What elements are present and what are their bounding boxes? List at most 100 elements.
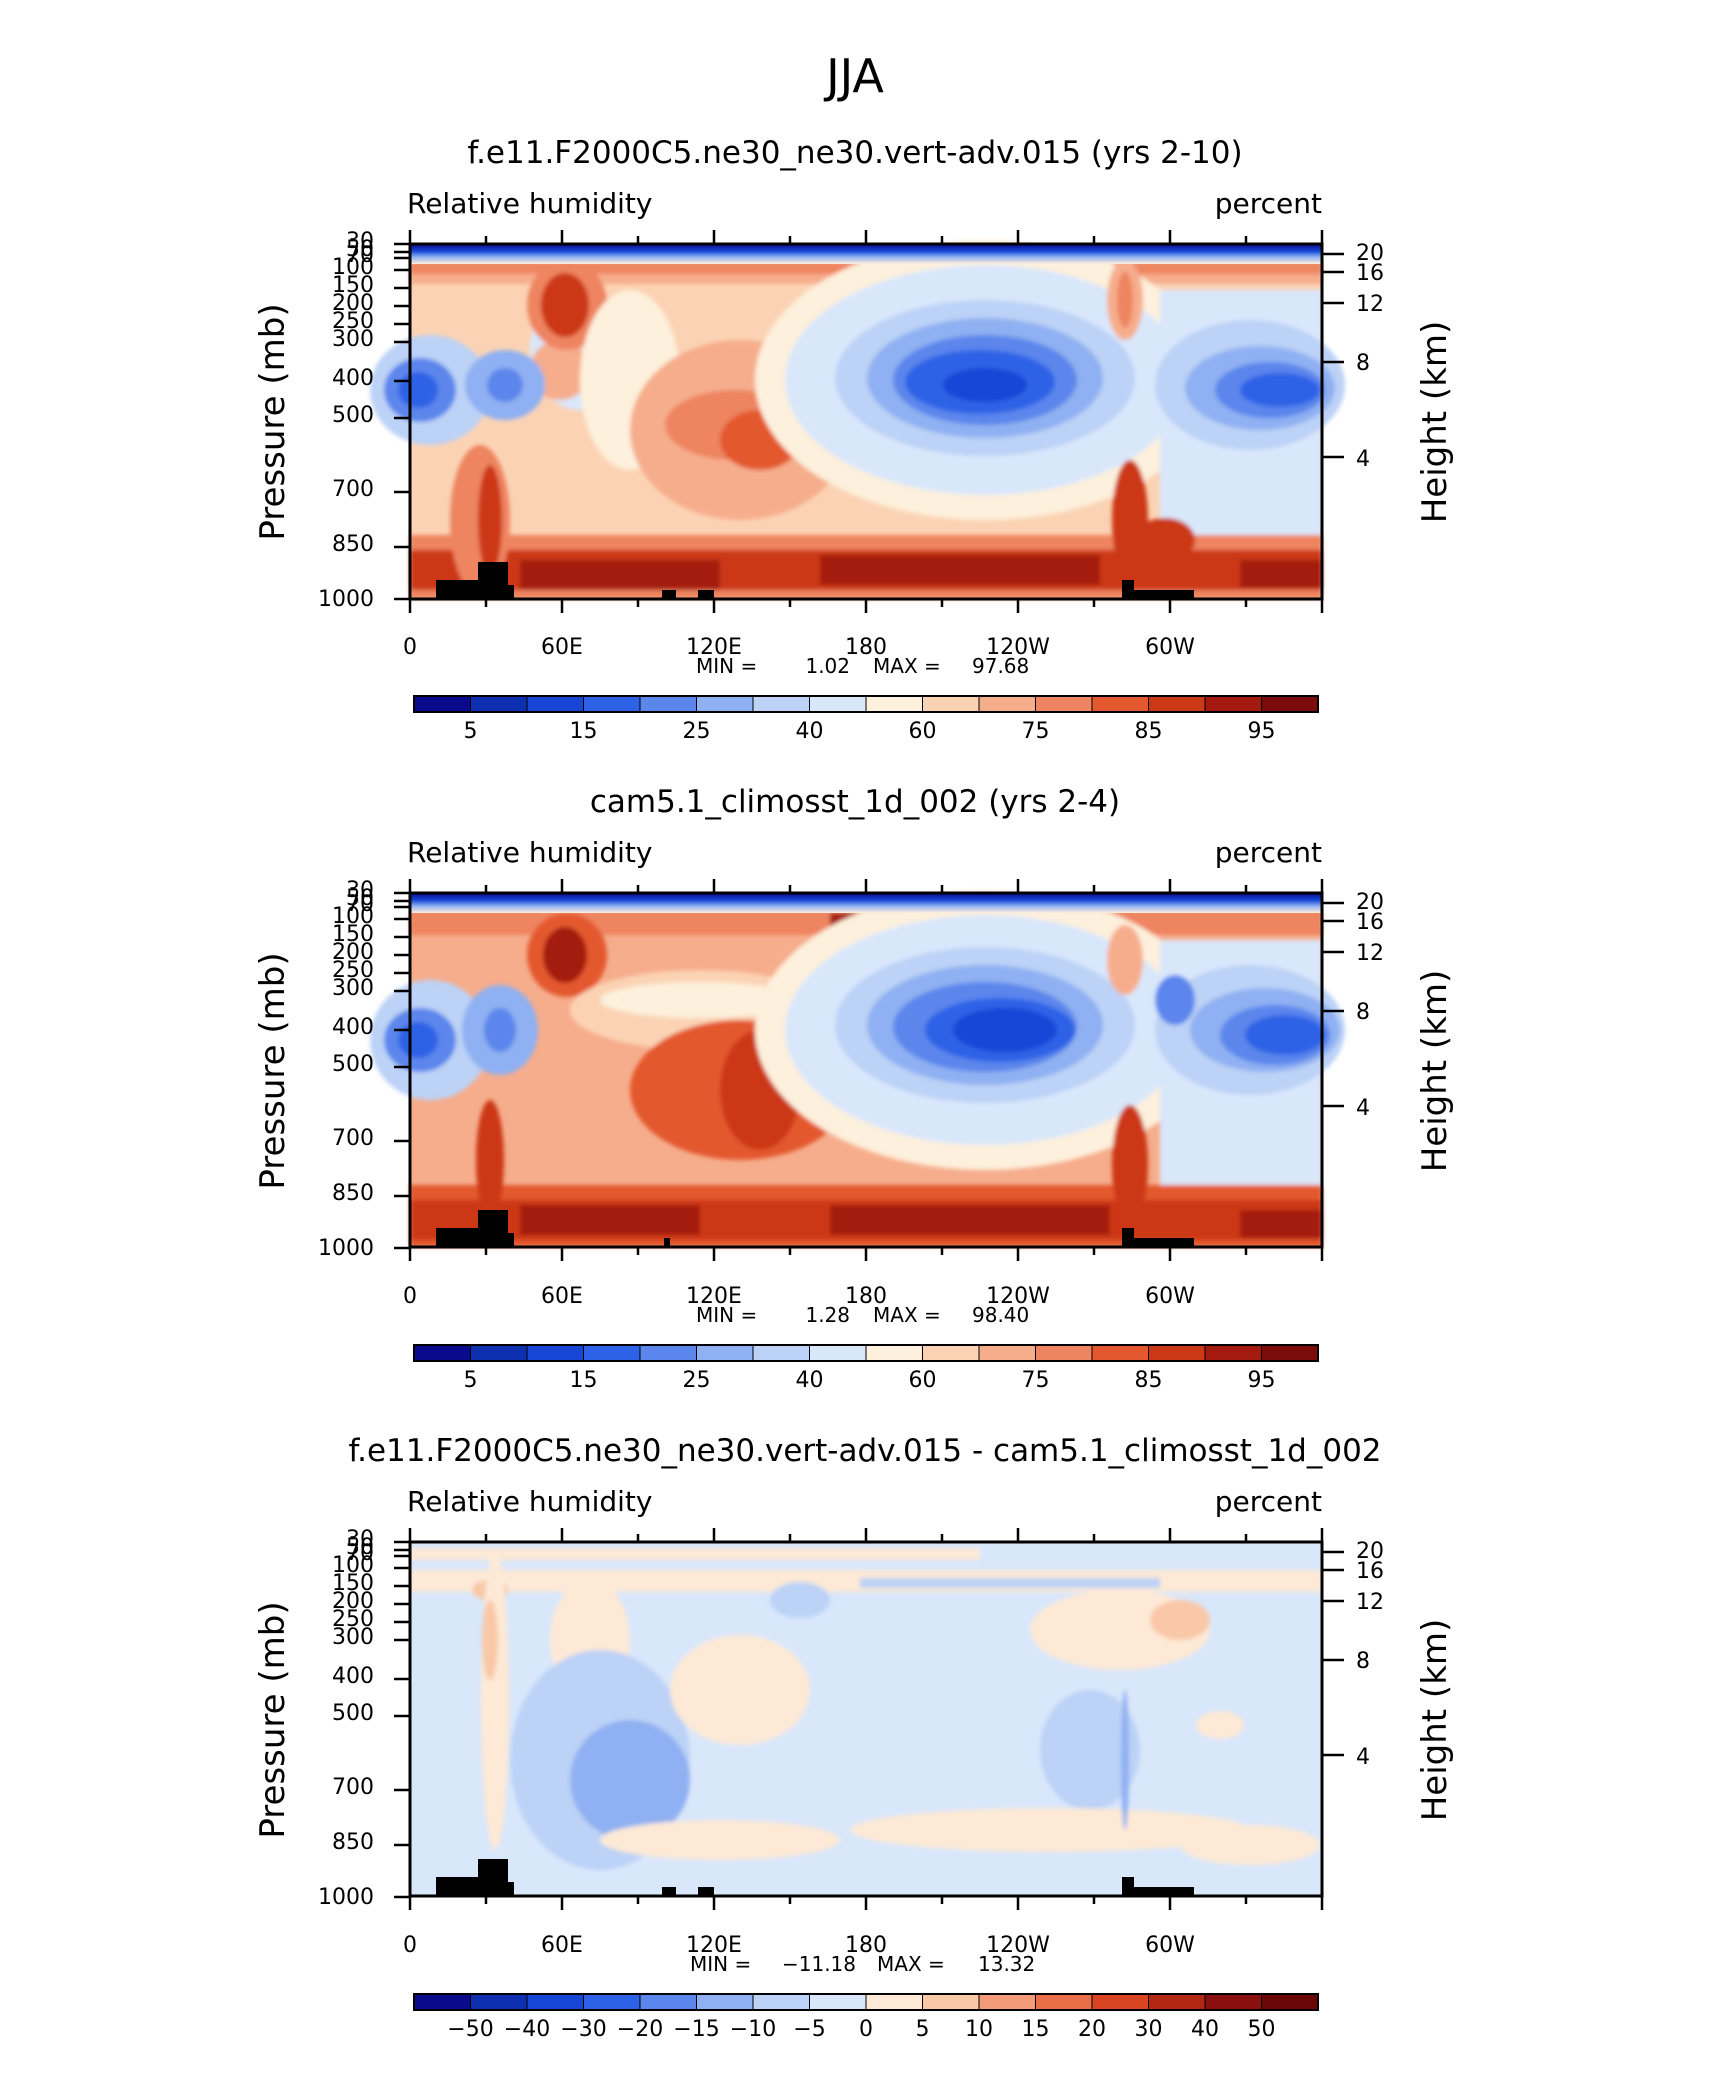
colorbar-swatch (639, 1344, 697, 1362)
min-value: 1.28 (805, 1303, 850, 1327)
colorbar-swatch (526, 1993, 584, 2011)
colorbar-label: 95 (1248, 1368, 1276, 1393)
y2-tick-label: 16 (1356, 261, 1384, 286)
colorbar-swatch (1204, 695, 1262, 713)
x-tick-label: 120E (686, 635, 742, 660)
y-tick-label: 300 (332, 1625, 374, 1650)
y2-tick-label: 20 (1356, 1539, 1384, 1564)
min-max-stats: MIN = −11.18 MAX = 13.32 (690, 1952, 1035, 1976)
max-label: MAX = (873, 654, 941, 678)
y2-tick-label: 16 (1356, 1559, 1384, 1584)
y2-tick-label: 4 (1356, 447, 1370, 472)
x-tick-labels: 0 60E 120E 180 120W 60W (403, 1284, 1195, 1309)
min-value: 1.02 (805, 654, 850, 678)
topography (436, 1859, 1194, 1896)
max-value: 97.68 (972, 654, 1029, 678)
colorbar-label: 10 (965, 2017, 993, 2042)
units-label: percent (1215, 1485, 1322, 1518)
colorbar-swatch (809, 1344, 867, 1362)
x-tick-label: 0 (403, 635, 417, 660)
colorbar-label: 0 (859, 2017, 873, 2042)
colorbar-label: 40 (796, 719, 824, 744)
y2-tick-label: 8 (1356, 1649, 1370, 1674)
colorbar-swatch (922, 1344, 980, 1362)
y2-tick-labels: 20 16 12 8 4 (1356, 1539, 1384, 1770)
colorbar-swatch (865, 695, 923, 713)
colorbar-frame (413, 1344, 1319, 1362)
x-tick-label: 0 (403, 1933, 417, 1958)
colorbar-swatch (922, 695, 980, 713)
x-tick-labels: 0 60E 120E 180 120W 60W (403, 1933, 1195, 1958)
x-tick-label: 120E (686, 1933, 742, 1958)
y2-tick-label: 20 (1356, 241, 1384, 266)
colorbar-label: 30 (1135, 2017, 1163, 2042)
y-tick-label: 850 (332, 1830, 374, 1855)
variable-label: Relative humidity (407, 187, 652, 220)
colorbar-swatch (1035, 695, 1093, 713)
colorbar-swatch (809, 695, 867, 713)
colorbar-label: 60 (909, 1368, 937, 1393)
colorbar-swatch (583, 1993, 641, 2011)
colorbar-swatch (1204, 1344, 1262, 1362)
colorbar-swatch (1261, 695, 1319, 713)
colorbar-swatch (922, 1993, 980, 2011)
colorbar-label: 5 (464, 719, 478, 744)
y-tick-label: 150 (332, 1571, 374, 1596)
colorbar-swatch (1091, 1344, 1149, 1362)
y-tick-label: 150 (332, 273, 374, 298)
y2-axis-label: Height (km) (1415, 970, 1455, 1173)
y2-tick-label: 20 (1356, 890, 1384, 915)
colorbar-swatch (752, 1344, 810, 1362)
y-tick-label: 400 (332, 1664, 374, 1689)
colorbar-swatch (526, 695, 584, 713)
units-label: percent (1215, 187, 1322, 220)
colorbar-swatch (978, 695, 1036, 713)
colorbar-label: 40 (1191, 2017, 1219, 2042)
y-tick-label: 50 (346, 237, 374, 262)
min-label: MIN = (696, 1303, 757, 1327)
y2-tick-label: 8 (1356, 1000, 1370, 1025)
colorbar-swatch (639, 695, 697, 713)
y-tick-label: 50 (346, 886, 374, 911)
colorbar-swatch (696, 695, 754, 713)
y2-tick-labels: 20 16 12 8 4 (1356, 890, 1384, 1121)
y-tick-label: 1000 (318, 1885, 374, 1910)
colorbar-swatch (696, 1344, 754, 1362)
y-tick-label: 30 (346, 229, 374, 254)
colorbar-label: 60 (909, 719, 937, 744)
contour-fill (370, 890, 1345, 1247)
x-tick-label: 180 (845, 1933, 887, 1958)
y-axis-label: Pressure (mb) (253, 1601, 293, 1838)
y2-tick-label: 12 (1356, 941, 1384, 966)
colorbar-label: 15 (570, 719, 598, 744)
x-tick-label: 180 (845, 635, 887, 660)
x-tick-label: 120W (986, 635, 1050, 660)
colorbar-label: 85 (1135, 1368, 1163, 1393)
y-tick-label: 30 (346, 878, 374, 903)
y2-tick-label: 4 (1356, 1096, 1370, 1121)
y-axis-label: Pressure (mb) (253, 952, 293, 1189)
colorbar-swatch (526, 1344, 584, 1362)
colorbar-swatch (1261, 1993, 1319, 2011)
colorbar-label: 5 (916, 2017, 930, 2042)
x-tick-label: 60E (541, 1284, 583, 1309)
y2-axis-label: Height (km) (1415, 321, 1455, 524)
y-tick-label: 700 (332, 1775, 374, 1800)
colorbar-swatch (639, 1993, 697, 2011)
colorbar-swatch (978, 1344, 1036, 1362)
colorbar-swatch (1148, 1344, 1206, 1362)
y-tick-label: 200 (332, 940, 374, 965)
topography (436, 562, 1194, 599)
colorbar: −50 −40 −30 −20 −15 −10 −5 0 5 10 15 20 30 40 50 (413, 1993, 1319, 2042)
colorbar-swatch (470, 1993, 528, 2011)
y-tick-label: 250 (332, 958, 374, 983)
x-tick-label: 60E (541, 1933, 583, 1958)
y2-tick-label: 12 (1356, 292, 1384, 317)
panel-1: f.e11.F2000C5.ne30_ne30.vert-adv.015 (yr… (253, 135, 1455, 744)
min-max-stats: MIN = 1.02 MAX = 97.68 (696, 654, 1029, 678)
y-tick-label: 1000 (318, 1236, 374, 1261)
x-tick-label: 120E (686, 1284, 742, 1309)
colorbar-swatch (413, 695, 471, 713)
colorbar-label: −10 (730, 2017, 776, 2042)
colorbar-swatch (1204, 1993, 1262, 2011)
